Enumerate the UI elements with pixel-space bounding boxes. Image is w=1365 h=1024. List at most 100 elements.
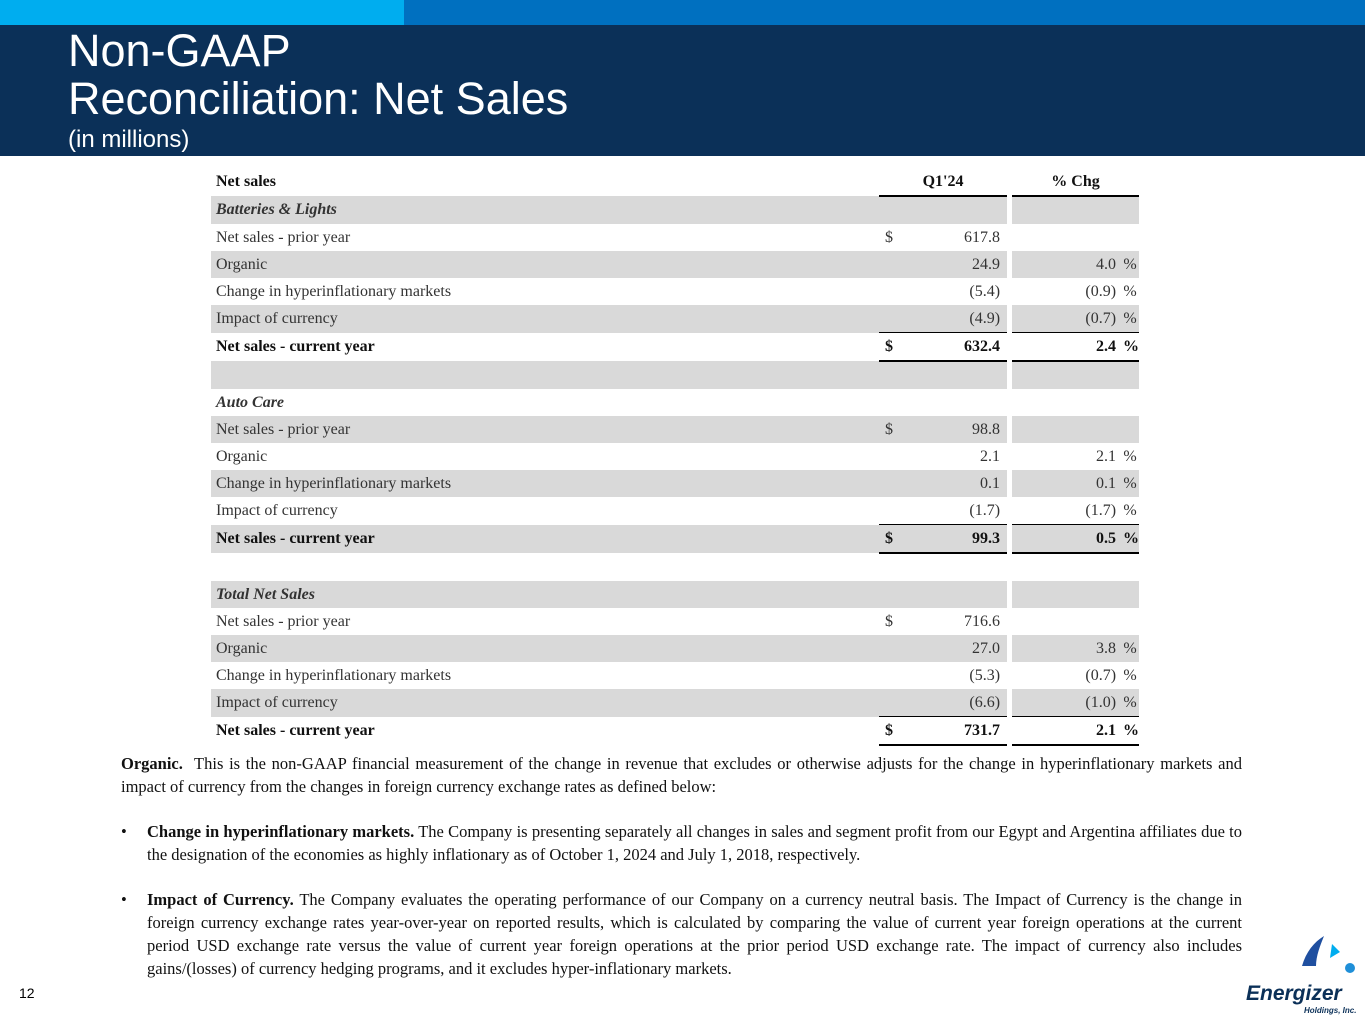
amount-text: (5.3) [969,666,1001,684]
hyperinflation-term: Change in hyperinflationary markets. [147,822,415,841]
amount-value: 632.4 [917,332,1008,362]
percent-symbol: % [1123,501,1137,519]
percent-change [1012,416,1140,443]
amount-text: 716.6 [964,612,1001,630]
segment-name: Batteries & Lights [211,196,879,224]
percent-symbol: % [1123,529,1140,547]
logo-dot-icon [1345,963,1355,973]
segment-name: Auto Care [216,393,285,411]
amount-value: 98.8 [917,416,1008,443]
row-label: Impact of currency [211,689,879,717]
spacer-cell [1012,361,1140,389]
table-row: Change in hyperinflationary markets (5.3)… [211,662,1139,689]
table-row: Organic 27.0 3.8 % [211,635,1140,662]
percent-symbol: % [1123,282,1137,300]
row-label: Net sales - prior year [211,416,879,443]
percent-change: 0.1 % [1012,470,1140,497]
logo-swoosh-icon [1302,936,1324,966]
percent-change: 0.5 % [1012,524,1140,554]
percent-symbol: % [1123,447,1137,465]
amount-value: 0.1 [917,470,1008,497]
organic-term: Organic. [121,754,183,773]
empty-cell [1012,196,1140,224]
percent-change: (1.7)% [1012,497,1139,525]
percent-symbol: % [1123,337,1140,355]
logo-spark-icon [1330,944,1340,958]
segment-heading-row: Total Net Sales [211,581,1140,608]
amount-text: 99.3 [972,529,1001,547]
percent-text: (0.9) [1085,282,1117,300]
currency-symbol [879,497,917,525]
currency-symbol [879,305,917,333]
row-label: Net sales - current year [211,524,879,553]
amount-value: (5.4) [917,278,1007,305]
amount-text: 617.8 [964,228,1001,246]
row-label: Net sales - current year [216,337,375,355]
spacer-cell [1012,553,1139,581]
page-number: 12 [19,985,35,1001]
segment-heading-row: Auto Care [211,389,1139,416]
total-row: Net sales - current year $99.3 0.5 % [211,524,1140,554]
amount-text: 2.1 [980,447,1001,465]
percent-text: 0.5 [1096,529,1117,547]
hyperinflation-text: The Company is presenting separately all… [147,822,1243,864]
table-row: Change in hyperinflationary markets 0.1 0… [211,470,1140,497]
table-header-label: Net sales [216,173,276,190]
percent-change: (0.7)% [1012,662,1139,689]
table-row: Net sales - prior year $716.6 [211,608,1139,635]
page-subtitle: (in millions) [68,126,190,153]
percent-change: 2.1 % [1012,716,1140,746]
definitions-section: Organic. This is the non-GAAP financial … [121,752,1242,1002]
spacer-cell [917,553,1007,581]
table-spacer-row [211,361,1140,389]
spacer-cell [211,553,879,581]
spacer-cell [879,553,917,581]
currency-symbol: $ [879,716,917,746]
percent-text: (1.0) [1085,693,1117,711]
amount-value: 731.7 [917,716,1008,746]
segment-heading-row: Batteries & Lights [211,196,1140,224]
amount-value: 2.1 [917,443,1007,470]
page-title-line1: Non-GAAP [68,25,291,76]
table-row: Organic 2.1 2.1 % [211,443,1139,470]
currency-symbol [879,689,917,717]
table-row: Net sales - prior year $617.8 [211,224,1139,251]
page-title-line2: Reconciliation: Net Sales [68,73,569,124]
spacer-cell [917,361,1008,389]
table-row: Impact of currency (4.9) (0.7)% [211,305,1140,333]
logo-subtext: Holdings, Inc. [1304,1006,1356,1015]
row-label: Organic [211,251,879,278]
currency-definition: • Impact of Currency. The Company evalua… [121,888,1242,980]
amount-value: (5.3) [917,662,1007,689]
row-label: Organic [211,635,879,662]
amount-text: 731.7 [964,721,1001,739]
percent-text: (0.7) [1085,666,1117,684]
percent-symbol: % [1123,693,1137,711]
table-row: Impact of currency (1.7) (1.7)% [211,497,1139,525]
row-label: Net sales - prior year [216,228,351,246]
row-label: Change in hyperinflationary markets [216,282,452,300]
amount-text: 24.9 [972,255,1001,273]
empty-cell [1012,389,1139,416]
bullet-icon: • [121,890,127,909]
percent-text: (0.7) [1085,309,1117,327]
row-label: Impact of currency [216,501,338,519]
organic-definition: Organic. This is the non-GAAP financial … [121,752,1242,798]
percent-change [1012,608,1139,635]
table-header-row: Net sales Q1'24 % Chg [211,168,1140,197]
percent-change: 3.8 % [1012,635,1140,662]
amount-text: (1.7) [969,501,1001,519]
amount-value: 99.3 [917,524,1008,554]
spacer-cell [211,361,879,389]
top-accent-bar-dark [404,0,1365,25]
percent-symbol: % [1123,474,1137,492]
percent-change: 2.4 % [1012,332,1140,362]
empty-cell [917,196,1008,224]
currency-symbol: $ [879,332,917,362]
percent-text: 2.1 [1096,721,1117,739]
bullet-icon: • [121,822,127,841]
table-row: Change in hyperinflationary markets (5.4)… [211,278,1139,305]
amount-text: 632.4 [964,337,1001,355]
total-row: Net sales - current year $731.7 2.1 % [211,716,1140,746]
page-title: Non-GAAP Reconciliation: Net Sales [68,27,568,123]
